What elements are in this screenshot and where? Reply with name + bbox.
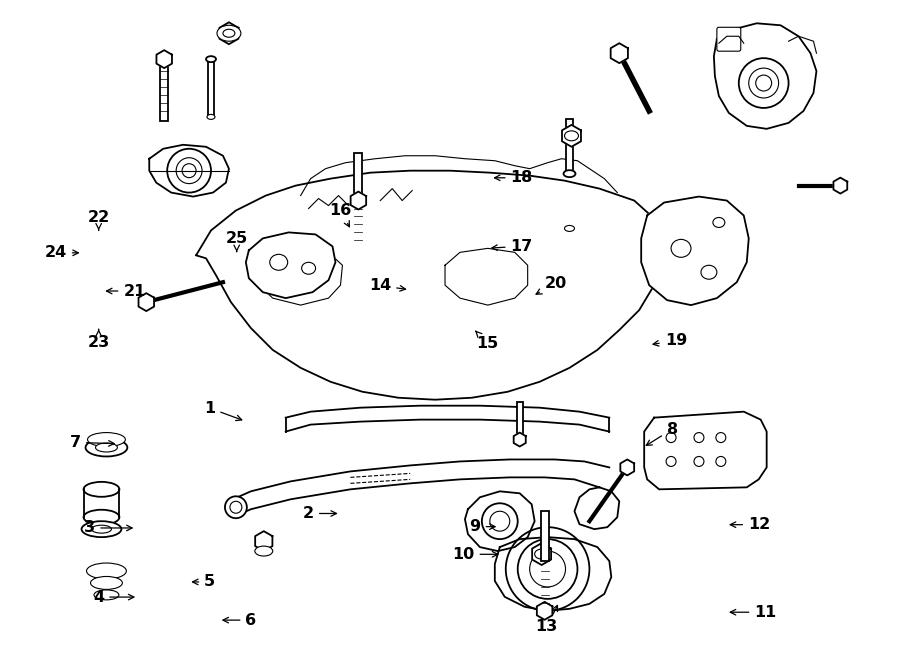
Circle shape	[749, 68, 778, 98]
Circle shape	[176, 158, 202, 184]
Bar	[565, 119, 573, 174]
Text: 11: 11	[730, 605, 777, 620]
Bar	[84, 461, 120, 489]
Circle shape	[530, 551, 565, 587]
Ellipse shape	[230, 501, 242, 513]
Ellipse shape	[302, 262, 316, 274]
Ellipse shape	[92, 525, 112, 533]
Bar	[160, 59, 168, 121]
Text: 24: 24	[44, 245, 78, 260]
Ellipse shape	[564, 131, 579, 141]
Polygon shape	[644, 412, 767, 489]
Ellipse shape	[84, 482, 120, 497]
Polygon shape	[833, 178, 847, 194]
Text: 10: 10	[453, 547, 498, 562]
Text: 13: 13	[536, 605, 558, 634]
Ellipse shape	[217, 25, 241, 41]
Ellipse shape	[82, 521, 122, 537]
Circle shape	[666, 432, 676, 442]
Polygon shape	[445, 249, 527, 305]
Circle shape	[716, 457, 725, 467]
Polygon shape	[495, 537, 611, 611]
Text: 22: 22	[87, 210, 110, 230]
Circle shape	[739, 58, 788, 108]
Polygon shape	[620, 459, 634, 475]
Circle shape	[518, 539, 578, 599]
Text: 7: 7	[70, 435, 114, 450]
Ellipse shape	[91, 576, 122, 590]
Ellipse shape	[255, 546, 273, 556]
Text: 5: 5	[193, 574, 215, 590]
Polygon shape	[514, 432, 526, 447]
Polygon shape	[149, 145, 229, 196]
Ellipse shape	[94, 590, 119, 600]
Text: 16: 16	[329, 203, 352, 227]
Text: 17: 17	[491, 239, 533, 254]
Ellipse shape	[95, 443, 117, 452]
Circle shape	[182, 164, 196, 178]
Ellipse shape	[270, 254, 288, 270]
Polygon shape	[532, 543, 551, 565]
Polygon shape	[246, 233, 336, 298]
Text: 12: 12	[730, 517, 770, 532]
Circle shape	[716, 432, 725, 442]
Ellipse shape	[206, 56, 216, 62]
Circle shape	[756, 75, 771, 91]
Polygon shape	[139, 293, 154, 311]
Text: 2: 2	[302, 506, 337, 521]
Text: 8: 8	[646, 422, 678, 446]
Circle shape	[694, 432, 704, 442]
Polygon shape	[611, 43, 628, 63]
Text: 4: 4	[93, 590, 134, 605]
Circle shape	[482, 503, 517, 539]
Ellipse shape	[84, 510, 120, 525]
Polygon shape	[641, 196, 749, 305]
Circle shape	[167, 149, 211, 192]
Ellipse shape	[207, 114, 215, 120]
Polygon shape	[256, 531, 273, 551]
Ellipse shape	[701, 265, 717, 279]
Text: 20: 20	[536, 276, 567, 294]
Ellipse shape	[563, 170, 575, 177]
Polygon shape	[562, 125, 581, 147]
Bar	[517, 402, 523, 440]
Polygon shape	[220, 22, 238, 44]
Polygon shape	[536, 602, 553, 620]
Text: 6: 6	[223, 613, 256, 627]
Polygon shape	[714, 23, 816, 129]
Polygon shape	[351, 192, 366, 210]
Text: 1: 1	[204, 401, 242, 420]
Bar	[208, 59, 214, 117]
Polygon shape	[574, 487, 619, 529]
Circle shape	[694, 457, 704, 467]
Bar	[355, 153, 363, 200]
Circle shape	[666, 457, 676, 467]
Ellipse shape	[535, 549, 549, 559]
Text: 3: 3	[85, 520, 132, 535]
Bar	[541, 511, 549, 561]
Polygon shape	[157, 50, 172, 68]
Ellipse shape	[713, 217, 725, 227]
Text: 15: 15	[476, 331, 499, 351]
Text: 18: 18	[494, 171, 533, 185]
Ellipse shape	[671, 239, 691, 257]
Ellipse shape	[225, 496, 247, 518]
Text: 25: 25	[226, 231, 248, 251]
Text: 23: 23	[87, 329, 110, 350]
Text: 21: 21	[106, 284, 146, 299]
Ellipse shape	[87, 432, 125, 447]
Ellipse shape	[223, 29, 235, 37]
Ellipse shape	[86, 563, 126, 579]
Text: 9: 9	[470, 519, 495, 534]
Polygon shape	[259, 249, 343, 305]
Text: 14: 14	[369, 278, 406, 293]
Text: 19: 19	[653, 333, 687, 348]
Polygon shape	[465, 491, 535, 551]
Ellipse shape	[86, 438, 128, 457]
FancyBboxPatch shape	[717, 27, 741, 51]
Circle shape	[506, 527, 590, 611]
Circle shape	[490, 511, 509, 531]
Ellipse shape	[564, 225, 574, 231]
